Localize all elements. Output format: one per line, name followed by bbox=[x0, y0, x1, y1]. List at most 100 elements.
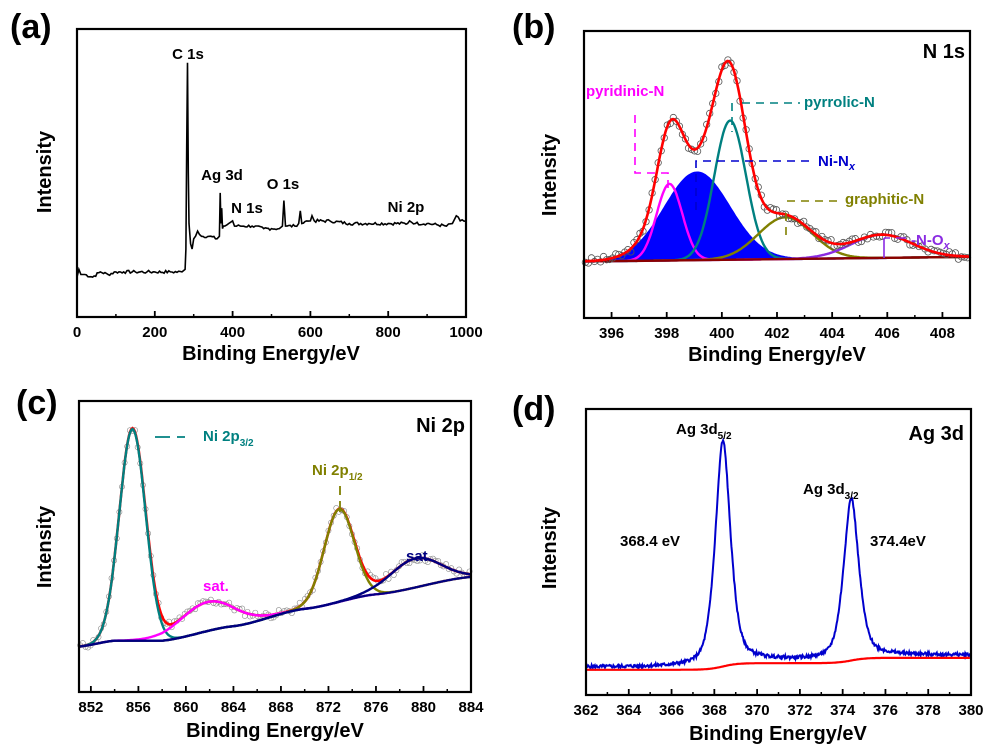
x-tick-label: 366 bbox=[659, 702, 684, 719]
panel-c-xlabel: Binding Energy/eV bbox=[186, 720, 364, 742]
annotation-ni2p12-main: Ni 2p bbox=[312, 462, 349, 479]
x-tick-label: 400 bbox=[709, 325, 734, 342]
raw-data-point bbox=[809, 227, 817, 235]
leader-graphitic-n bbox=[785, 200, 838, 240]
panel-c-ni2p: 852 856 860 864 868 872 876 880 884 bbox=[77, 399, 484, 716]
annotation-ni-nx-main: Ni-N bbox=[818, 153, 849, 170]
x-tick-label: 600 bbox=[298, 324, 323, 341]
background-curve bbox=[78, 575, 472, 648]
x-tick-label: 864 bbox=[221, 699, 247, 716]
x-tick-label: 364 bbox=[616, 702, 642, 719]
x-tick-label: 368 bbox=[702, 702, 727, 719]
leader-n-ox bbox=[883, 237, 906, 258]
annotation-n-ox: -N-Ox bbox=[911, 232, 951, 252]
fit-envelope-curve bbox=[584, 59, 970, 263]
plot-frame-c bbox=[77, 399, 473, 694]
panel-label-b: (b) bbox=[512, 8, 555, 46]
x-tick-label: 406 bbox=[875, 325, 900, 342]
annotation-368-4: 368.4 eV bbox=[620, 533, 680, 550]
annotation-ag3d: Ag 3d bbox=[201, 167, 243, 184]
x-tick-label: 380 bbox=[958, 702, 983, 719]
background-line bbox=[583, 255, 971, 263]
annotation-ni-nx-sub: x bbox=[848, 161, 856, 173]
x-tick-label: 1000 bbox=[449, 324, 482, 341]
survey-spectrum-line bbox=[76, 62, 467, 278]
annotation-sat-1: sat. bbox=[203, 578, 229, 595]
panel-b-ylabel: Intensity bbox=[539, 133, 561, 216]
raw-data-point bbox=[675, 122, 683, 130]
x-tick-label: 884 bbox=[458, 699, 484, 716]
component-ni-2p1-2-curve bbox=[78, 507, 472, 648]
x-tick-label: 872 bbox=[316, 699, 341, 716]
x-tick-label: 880 bbox=[411, 699, 436, 716]
annotation-ni2p32: Ni 2p3/2 bbox=[203, 428, 254, 449]
x-tick-label: 0 bbox=[73, 324, 81, 341]
x-tick-label: 876 bbox=[363, 699, 388, 716]
panel-a-xlabel: Binding Energy/eV bbox=[182, 343, 360, 365]
x-tick-label: 378 bbox=[916, 702, 941, 719]
x-tick-label: 404 bbox=[820, 325, 846, 342]
annotation-ni-nx: Ni-Nx bbox=[818, 153, 856, 173]
panel-a-survey: 0 200 400 600 800 1000 bbox=[73, 27, 483, 341]
panel-c-ylabel: Intensity bbox=[34, 505, 56, 588]
ag3d-spectrum-line bbox=[585, 437, 972, 671]
annotation-ni2p32-sub: 3/2 bbox=[240, 438, 254, 449]
annotation-ag3d52-main: Ag 3d bbox=[676, 421, 718, 438]
panel-d-ylabel: Intensity bbox=[539, 506, 561, 589]
annotation-ni2p12: Ni 2p1/2 bbox=[312, 462, 363, 483]
raw-data-point bbox=[581, 258, 589, 266]
x-tick-label: 372 bbox=[787, 702, 812, 719]
panel-d-ag3d: 362 364 366 368 370 372 374 376 378 380 bbox=[573, 407, 984, 719]
panel-d-title: Ag 3d bbox=[908, 423, 964, 445]
plot-frame-a bbox=[75, 27, 468, 319]
raw-data-point bbox=[690, 147, 699, 155]
leader-ni-nx bbox=[695, 160, 815, 210]
x-tick-label: 376 bbox=[873, 702, 898, 719]
panel-a-ylabel: Intensity bbox=[34, 130, 56, 213]
x-tick-label: 396 bbox=[599, 325, 624, 342]
leader-pyridinic-n bbox=[634, 115, 669, 190]
x-tick-label: 860 bbox=[173, 699, 198, 716]
annotation-ni2p: Ni 2p bbox=[388, 199, 425, 216]
panel-b-title: N 1s bbox=[923, 41, 965, 63]
annotation-n-ox-main: -N-O bbox=[911, 232, 944, 249]
x-tick-label: 408 bbox=[930, 325, 955, 342]
x-tick-label: 856 bbox=[126, 699, 151, 716]
x-tick-label: 370 bbox=[745, 702, 770, 719]
x-tick-label: 200 bbox=[142, 324, 167, 341]
panel-label-c: (c) bbox=[16, 384, 58, 422]
panel-c-title: Ni 2p bbox=[416, 415, 465, 437]
annotation-ni2p32-main: Ni 2p bbox=[203, 428, 240, 445]
annotation-ag3d32-main: Ag 3d bbox=[803, 481, 845, 498]
x-tick-label: 800 bbox=[376, 324, 401, 341]
x-tick-label: 852 bbox=[78, 699, 103, 716]
panel-b-n1s: 396 398 400 402 404 406 408 bbox=[581, 29, 972, 342]
x-tick-label: 398 bbox=[654, 325, 679, 342]
annotation-c1s: C 1s bbox=[172, 46, 204, 63]
annotation-ag3d32-sub: 3/2 bbox=[845, 491, 859, 502]
x-tick-label: 374 bbox=[830, 702, 856, 719]
annotation-ag3d52: Ag 3d5/2 bbox=[676, 421, 732, 442]
annotation-pyridinic-n: pyridinic-N bbox=[586, 83, 664, 100]
plot-frame-b bbox=[582, 29, 972, 320]
annotation-o1s: O 1s bbox=[267, 176, 300, 193]
panel-b-xlabel: Binding Energy/eV bbox=[688, 344, 866, 366]
annotation-374-4: 374.4eV bbox=[870, 533, 926, 550]
panel-label-a: (a) bbox=[10, 8, 52, 46]
annotation-n-ox-sub: x bbox=[943, 240, 951, 252]
x-tick-label: 400 bbox=[220, 324, 245, 341]
component-sat-2p1-2--curve bbox=[78, 556, 472, 648]
annotation-pyrrolic-n: pyrrolic-N bbox=[804, 94, 875, 111]
annotation-sat-2: sat. bbox=[406, 548, 432, 565]
panel-label-d: (d) bbox=[512, 390, 555, 428]
annotation-ag3d32: Ag 3d3/2 bbox=[803, 481, 859, 502]
raw-data-point bbox=[833, 242, 841, 250]
leader-pyrrolic-n bbox=[731, 102, 800, 132]
x-tick-label: 362 bbox=[573, 702, 598, 719]
x-tick-label: 402 bbox=[764, 325, 789, 342]
panel-d-xlabel: Binding Energy/eV bbox=[689, 723, 867, 745]
annotation-ag3d52-sub: 5/2 bbox=[718, 431, 732, 442]
background-curve bbox=[586, 656, 970, 671]
annotation-ni2p12-sub: 1/2 bbox=[349, 472, 363, 483]
